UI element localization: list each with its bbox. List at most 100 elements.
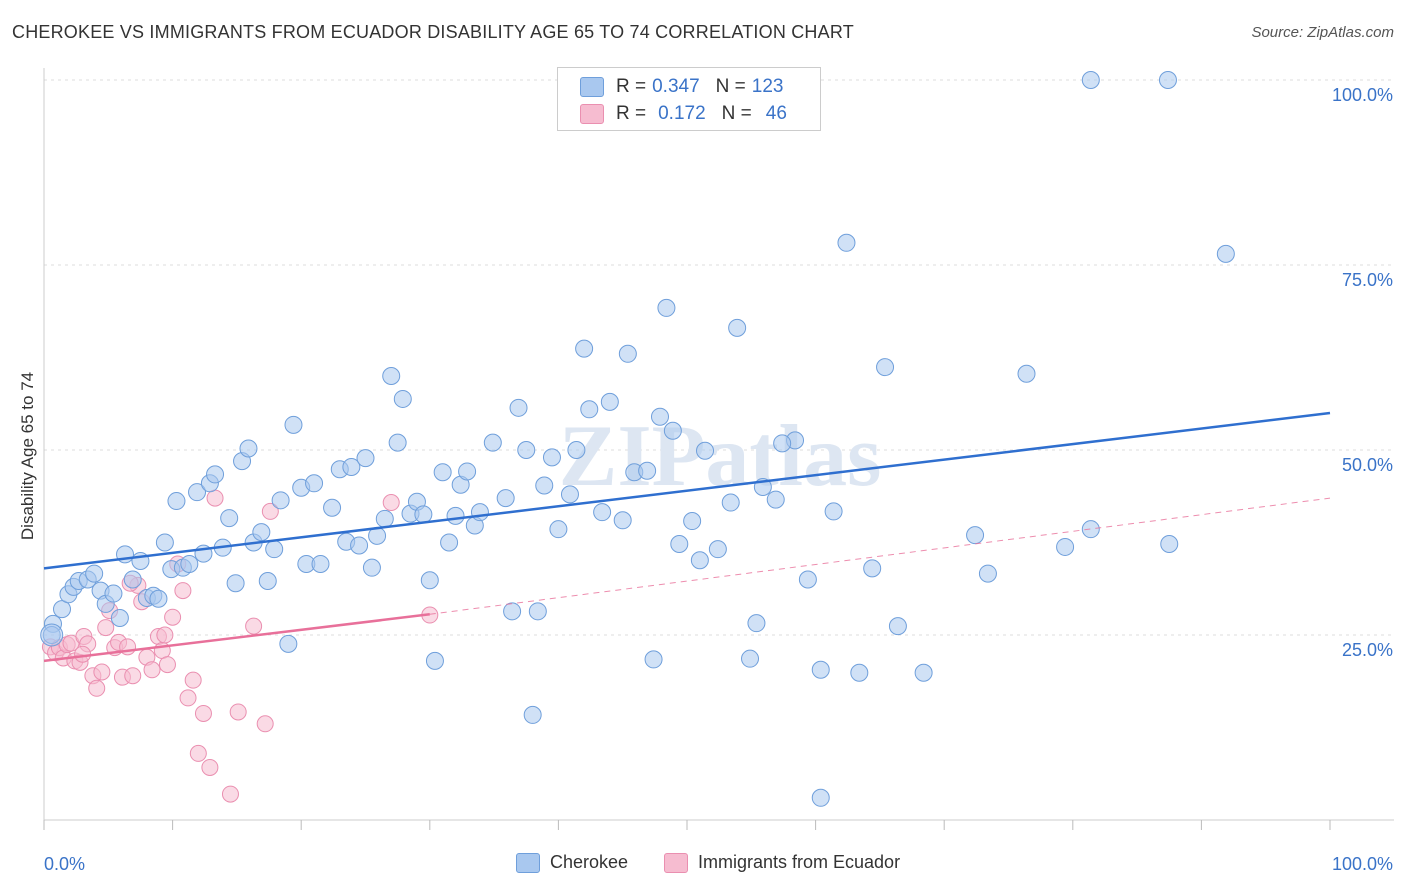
ecuador-point	[194, 704, 212, 722]
cherokee-point	[914, 663, 933, 682]
cherokee-point	[850, 663, 869, 682]
cherokee-point	[728, 318, 747, 337]
cherokee-point	[1158, 71, 1177, 89]
cherokee-point	[593, 503, 612, 522]
cherokee-point	[580, 400, 599, 419]
cherokee-point	[1081, 71, 1100, 89]
legend-item-cherokee: Cherokee	[516, 852, 628, 873]
cherokee-point	[811, 788, 830, 807]
cherokee-point	[305, 474, 324, 493]
cherokee-point	[773, 434, 792, 453]
cherokee-point	[888, 617, 907, 636]
axis-layer	[43, 68, 1394, 830]
cherokee-point	[549, 520, 568, 539]
watermark: ZIPatlas	[559, 408, 882, 505]
legend-label-ecuador: Immigrants from Ecuador	[698, 852, 901, 872]
cherokee-point	[188, 483, 207, 502]
ecuador-point	[174, 582, 192, 600]
cherokee-point	[657, 298, 676, 317]
r-value: 0.172	[658, 103, 706, 124]
ecuador-point	[221, 785, 239, 803]
cherokee-point	[53, 600, 72, 619]
cherokee-point	[560, 485, 579, 504]
cherokee-point	[258, 571, 277, 590]
ecuador-point	[88, 679, 106, 697]
cherokee-point	[420, 571, 439, 590]
cherokee-point	[670, 534, 689, 553]
cherokee-point	[362, 558, 381, 577]
cherokee-point	[863, 559, 882, 578]
chart-title: CHEROKEE VS IMMIGRANTS FROM ECUADOR DISA…	[12, 22, 854, 42]
cherokee-point	[239, 439, 258, 458]
ecuador-point	[93, 663, 111, 681]
legend-label-cherokee: Cherokee	[550, 852, 629, 872]
cherokee-point	[220, 509, 239, 528]
ecuador-point	[124, 667, 142, 685]
cherokee-point	[375, 509, 394, 528]
cherokee-point	[600, 392, 619, 411]
cherokee-point	[496, 489, 515, 508]
ecuador-swatch	[580, 104, 604, 124]
ecuador-point	[158, 656, 176, 674]
cherokee-point	[837, 233, 856, 252]
ecuador-point	[245, 617, 263, 635]
cherokee-point	[741, 649, 760, 668]
cherokee-legend-swatch	[516, 852, 540, 873]
ecuador-point	[261, 502, 279, 520]
cherokee-point	[523, 705, 542, 724]
legend-row-cherokee: R = 0.347 N = 123	[580, 74, 783, 100]
cherokee-point	[110, 608, 129, 627]
ecuador-point	[382, 494, 400, 512]
cherokee-point	[226, 574, 245, 593]
cherokee-point	[503, 602, 522, 621]
cherokee-point	[123, 570, 142, 589]
cherokee-point	[876, 358, 895, 377]
cherokee-point	[458, 462, 477, 481]
cherokee-point	[1017, 364, 1036, 383]
cherokee-trend-line	[43, 411, 1331, 570]
cherokee-point	[638, 461, 657, 480]
n-value: 46	[765, 103, 787, 124]
cherokee-point	[284, 415, 303, 434]
cherokee-point	[1081, 520, 1100, 539]
cherokee-point	[388, 433, 407, 452]
cherokee-point	[85, 564, 104, 583]
cherokee-point	[509, 398, 528, 417]
cherokee-point	[690, 551, 709, 570]
correlation-legend: R = 0.347 N = 123 R = 0.172 N = 46	[557, 67, 821, 131]
ecuador-point	[256, 715, 274, 733]
ecuador-point	[229, 703, 247, 721]
ecuador-point	[74, 645, 92, 663]
cherokee-point	[824, 502, 843, 521]
trend-lines	[43, 411, 1331, 663]
cherokee-point	[535, 476, 554, 495]
ecuador-point	[156, 626, 174, 644]
cherokee-point	[440, 533, 459, 552]
cherokee-point	[618, 344, 637, 363]
cherokee-point	[542, 448, 561, 467]
cherokee-point	[1056, 537, 1075, 556]
cherokee-point	[265, 540, 284, 559]
cherokee-point	[663, 421, 682, 440]
source-label: Source: ZipAtlas.com	[1251, 24, 1394, 41]
cherokee-point	[696, 441, 715, 460]
cherokee-point	[382, 367, 401, 385]
ecuador-trend-line	[43, 613, 430, 663]
n-value: 123	[751, 76, 784, 97]
cherokee-point	[393, 389, 412, 408]
cherokee-point	[1216, 244, 1235, 263]
cherokee-point	[528, 602, 547, 621]
cherokee-point	[323, 498, 342, 517]
cherokee-point	[721, 493, 740, 512]
cherokee-point	[167, 492, 186, 511]
cherokee-point	[966, 526, 985, 545]
cherokee-point	[708, 540, 727, 559]
y-tick-label: 25.0%	[1342, 640, 1393, 660]
r-value: 0.347	[652, 76, 700, 97]
cherokee-point	[271, 491, 290, 510]
ecuador-point	[201, 758, 219, 776]
cherokee-point	[811, 660, 830, 679]
cherokee-swatch	[580, 77, 604, 97]
cherokee-point	[279, 634, 298, 653]
